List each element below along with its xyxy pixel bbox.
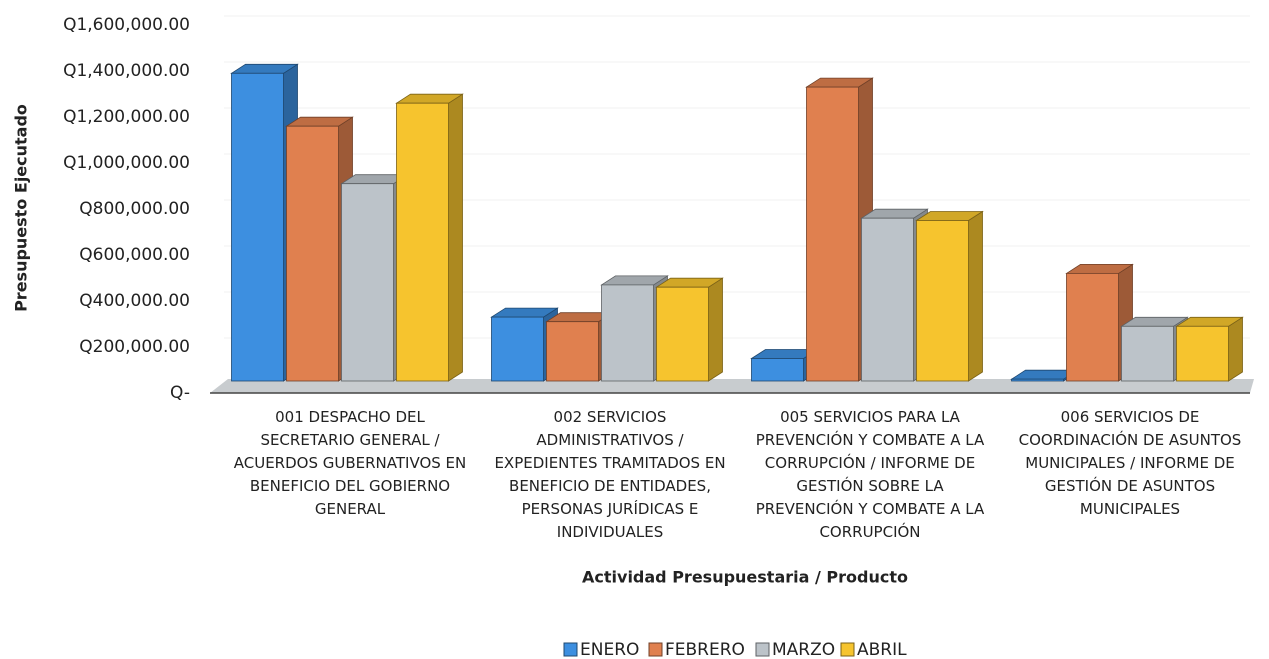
y-tick-label: Q800,000.00 (79, 199, 190, 219)
bar-side (448, 93, 463, 382)
y-tick-label: Q1,000,000.00 (63, 153, 190, 173)
bar (286, 125, 339, 382)
bar (601, 284, 654, 382)
y-tick-label: Q1,200,000.00 (63, 107, 190, 127)
legend-label: FEBRERO (665, 640, 745, 659)
legend-label: ENERO (580, 640, 639, 659)
bar-side (968, 210, 983, 382)
bar-side (1228, 316, 1243, 382)
bar (231, 72, 284, 382)
bar (656, 286, 709, 382)
x-tick-label: 006 SERVICIOS DE COORDINACIÓN DE ASUNTOS… (1018, 408, 1242, 518)
bar (396, 102, 449, 382)
y-axis-title: Presupuesto Ejecutado (12, 104, 31, 312)
legend-label: MARZO (772, 640, 835, 659)
y-tick-label: Q400,000.00 (79, 291, 190, 311)
bar (1011, 378, 1064, 382)
bar (1176, 325, 1229, 382)
y-tick-label: Q1,600,000.00 (63, 15, 190, 35)
x-tick-label: 001 DESPACHO DEL SECRETARIO GENERAL / AC… (233, 408, 467, 518)
floor (210, 379, 1254, 393)
y-tick-label: Q200,000.00 (79, 337, 190, 357)
bar (1121, 325, 1174, 382)
legend-swatch (755, 642, 770, 657)
bar (806, 86, 859, 382)
y-tick-label: Q- (170, 383, 190, 403)
bar (491, 316, 544, 382)
y-tick-label: Q600,000.00 (79, 245, 190, 265)
bar (751, 358, 804, 382)
bar (916, 220, 969, 382)
x-tick-label: 005 SERVICIOS PARA LA PREVENCIÓN Y COMBA… (755, 408, 985, 541)
y-tick-label: Q1,400,000.00 (63, 61, 190, 81)
bar (341, 183, 394, 382)
legend-swatch (563, 642, 578, 657)
bar (861, 217, 914, 382)
bar (546, 321, 599, 382)
bar-side (708, 277, 723, 382)
legend-swatch (840, 642, 855, 657)
x-tick-label: 002 SERVICIOS ADMINISTRATIVOS / EXPEDIEN… (494, 408, 726, 541)
legend-label: ABRIL (857, 640, 907, 659)
bar (1066, 272, 1119, 382)
legend-swatch (648, 642, 663, 657)
x-axis-title: Actividad Presupuestaria / Producto (582, 568, 908, 587)
